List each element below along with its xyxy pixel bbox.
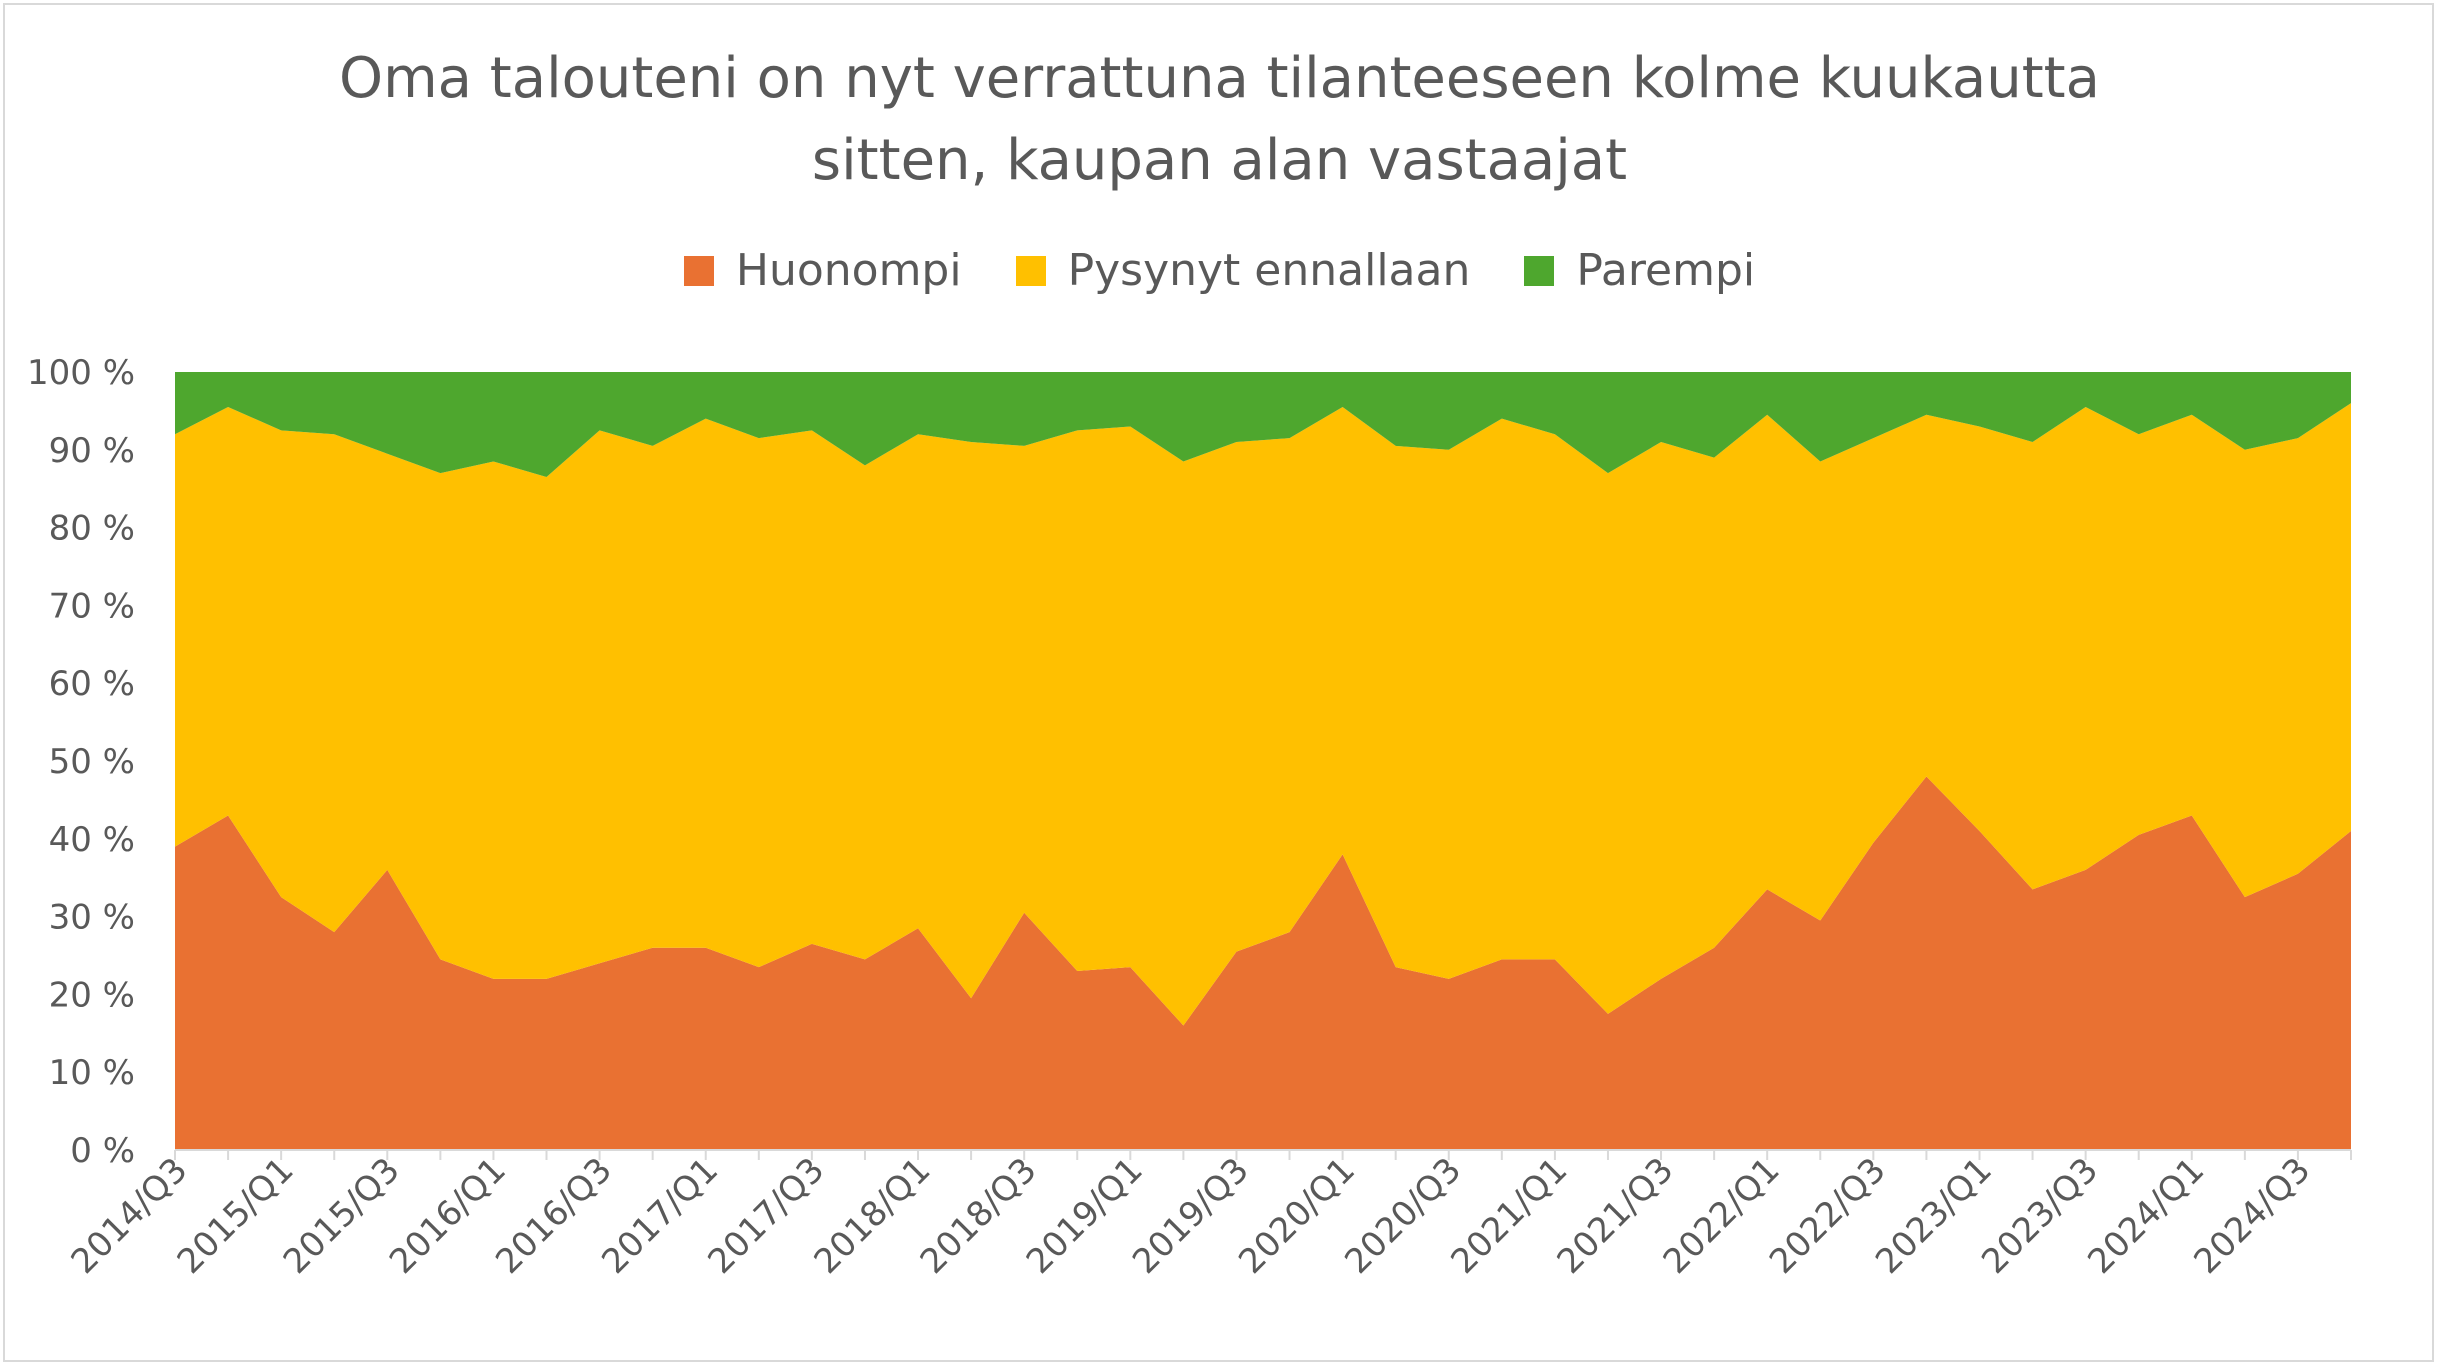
x-tick-label: 2022/Q1 [1656, 1150, 1788, 1282]
legend-label-pysynyt-ennallaan: Pysynyt ennallaan [1067, 245, 1471, 296]
legend-label-parempi: Parempi [1576, 245, 1756, 296]
x-tick-label: 2023/Q3 [1974, 1150, 2106, 1282]
x-tick-label: 2017/Q1 [594, 1150, 726, 1282]
chart-title-line-1: Oma talouteni on nyt verrattuna tilantee… [339, 46, 2100, 111]
x-tick-label: 2020/Q3 [1337, 1150, 1469, 1282]
legend-swatch-pysynyt-ennallaan [1015, 255, 1046, 286]
area-parempi [175, 372, 2351, 478]
area-pysynyt-ennallaan [175, 403, 2351, 1026]
chart-frame [3, 3, 2434, 1362]
y-tick-label: 50 % [49, 742, 135, 782]
y-axis-labels: 0 % 10 % 20 % 30 % 40 % 50 % 60 % 70 % 80 % 90 % 1… [27, 353, 135, 1171]
x-tick-label: 2018/Q1 [807, 1150, 939, 1282]
x-tick-label: 2021/Q1 [1443, 1150, 1575, 1282]
legend-swatch-huonompi [683, 255, 714, 286]
y-tick-label: 0 % [70, 1131, 135, 1171]
chart-title-line-2: sitten, kaupan alan vastaajat [811, 128, 1628, 193]
legend-item-pysynyt-ennallaan: Pysynyt ennallaan [1015, 245, 1471, 296]
x-tick-label: 2024/Q1 [2080, 1150, 2212, 1282]
legend-swatch-parempi [1524, 255, 1555, 286]
y-tick-label: 10 % [49, 1053, 135, 1093]
x-tick-label: 2018/Q3 [913, 1150, 1045, 1282]
y-tick-label: 40 % [49, 820, 135, 860]
x-axis-labels: 2014/Q32015/Q12015/Q32016/Q12016/Q32017/… [64, 1150, 2319, 1282]
y-tick-label: 30 % [49, 898, 135, 938]
x-axis [174, 1149, 2352, 1160]
y-tick-label: 90 % [49, 431, 135, 471]
legend-item-huonompi: Huonompi [683, 245, 962, 296]
legend-item-parempi: Parempi [1524, 245, 1755, 296]
legend-label-huonompi: Huonompi [735, 245, 962, 296]
y-tick-label: 80 % [49, 509, 135, 549]
x-tick-label: 2024/Q3 [2186, 1150, 2318, 1282]
x-tick-label: 2015/Q3 [276, 1150, 408, 1282]
x-tick-label: 2019/Q1 [1019, 1150, 1151, 1282]
y-tick-label: 100 % [27, 353, 135, 393]
chart-legend: Huonompi Pysynyt ennallaan Parempi [0, 245, 2439, 296]
area-huonompi [175, 776, 2351, 1150]
x-tick-label: 2021/Q3 [1550, 1150, 1682, 1282]
y-tick-label: 20 % [49, 975, 135, 1015]
x-tick-label: 2017/Q3 [700, 1150, 832, 1282]
x-tick-label: 2022/Q3 [1762, 1150, 1894, 1282]
x-tick-label: 2019/Q3 [1125, 1150, 1257, 1282]
x-tick-label: 2020/Q1 [1231, 1150, 1363, 1282]
y-tick-label: 60 % [49, 664, 135, 704]
x-tick-label: 2015/Q1 [170, 1150, 302, 1282]
x-tick-label: 2016/Q3 [488, 1150, 620, 1282]
y-tick-label: 70 % [49, 586, 135, 626]
area-series-group [175, 372, 2351, 1150]
x-tick-label: 2023/Q1 [1868, 1150, 2000, 1282]
chart-title: Oma talouteni on nyt verrattuna tilantee… [0, 38, 2439, 202]
x-tick-label: 2016/Q1 [382, 1150, 514, 1282]
